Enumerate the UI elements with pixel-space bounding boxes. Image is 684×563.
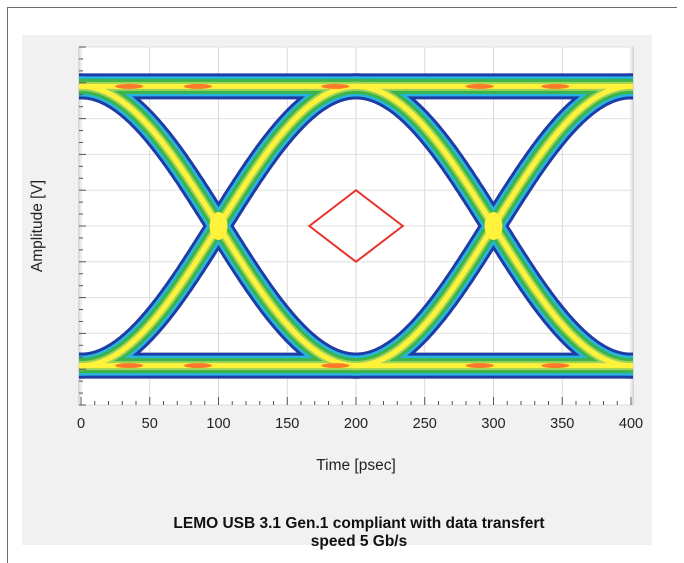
hot-spot-4 <box>541 83 570 89</box>
x-tick-label-50: 50 <box>142 416 158 432</box>
caption-line-2: speed 5 Gb/s <box>310 533 408 550</box>
x-tick-label-100: 100 <box>206 416 230 432</box>
y-axis-label: Amplitude [V] <box>29 180 46 272</box>
crossing-point-0 <box>209 212 228 240</box>
tick-labels: 0 50 100 150 200 250 300 350 400 <box>77 416 643 432</box>
frame-left-border <box>7 7 8 563</box>
eye-traces <box>79 73 633 379</box>
x-tick-label-350: 350 <box>550 416 574 432</box>
x-tick-label-250: 250 <box>413 416 437 432</box>
hot-spot-6 <box>183 363 212 369</box>
x-tick-label-400: 400 <box>619 416 643 432</box>
hot-spot-7 <box>321 363 350 369</box>
caption-line-1: LEMO USB 3.1 Gen.1 compliant with data t… <box>173 515 545 532</box>
eye-mask-group <box>307 188 405 264</box>
hot-spot-8 <box>465 363 494 369</box>
hot-spot-9 <box>541 363 570 369</box>
hot-spot-0 <box>115 83 144 89</box>
x-tick-label-0: 0 <box>77 416 85 432</box>
x-tick-label-150: 150 <box>275 416 299 432</box>
hot-spot-5 <box>115 363 144 369</box>
hot-spot-2 <box>321 83 350 89</box>
axis-ticks <box>79 46 632 406</box>
eye-mask <box>307 188 405 264</box>
x-tick-label-300: 300 <box>481 416 505 432</box>
hot-spot-3 <box>465 83 494 89</box>
eye-diagram-chart: 0 50 100 150 200 250 300 350 400 Time [psec] Amp… <box>29 46 643 474</box>
frame-top-border <box>7 7 677 8</box>
x-tick-label-200: 200 <box>344 416 368 432</box>
x-axis-label: Time [psec] <box>316 457 396 474</box>
eye-diagram-figure: 0 50 100 150 200 250 300 350 400 Time [psec] Amp… <box>22 35 652 550</box>
crossing-point-1 <box>484 212 503 240</box>
hot-spot-1 <box>183 83 212 89</box>
